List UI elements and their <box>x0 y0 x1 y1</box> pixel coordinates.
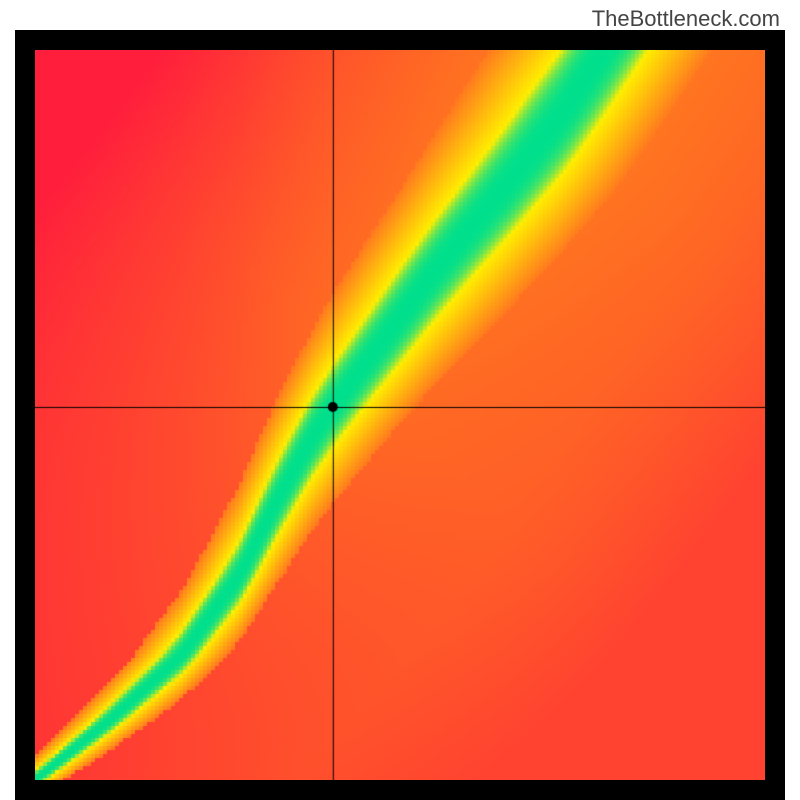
bottleneck-heatmap <box>35 50 765 780</box>
watermark-text: TheBottleneck.com <box>592 6 780 32</box>
chart-container: TheBottleneck.com <box>0 0 800 800</box>
